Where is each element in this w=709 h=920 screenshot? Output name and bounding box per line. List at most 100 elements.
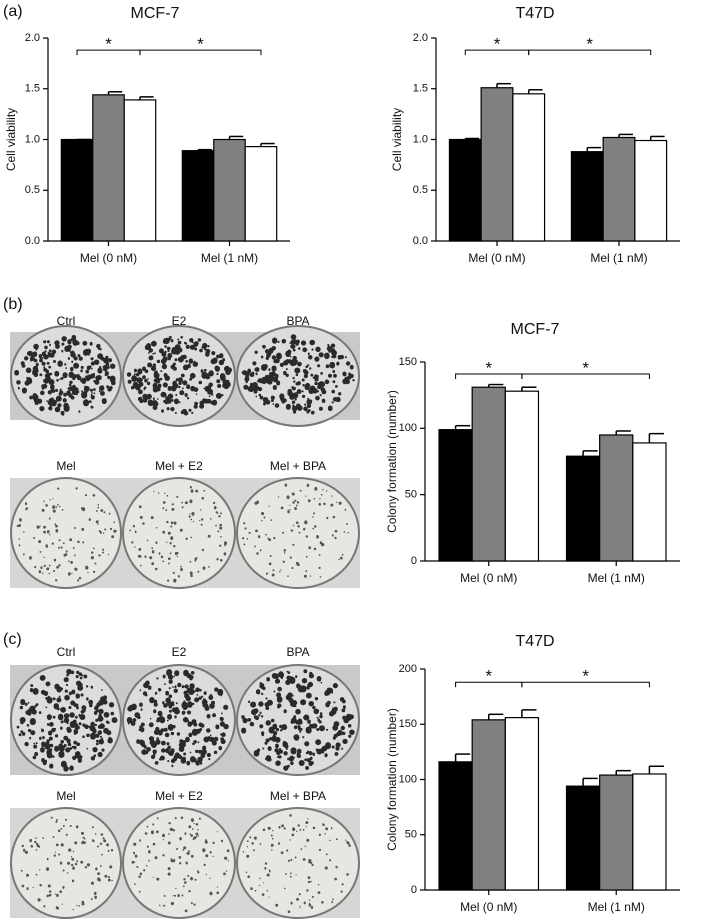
significance-mark: * <box>582 358 589 377</box>
x-tick-label: Mel (0 nM) <box>460 571 517 585</box>
bar <box>480 87 514 242</box>
bar <box>512 93 546 242</box>
y-tick-label: 1.0 <box>25 133 40 145</box>
y-tick-label: 1.0 <box>413 133 428 145</box>
significance-mark: * <box>586 35 593 54</box>
y-tick-label: 2.0 <box>25 32 40 44</box>
photo-label: Ctrl <box>57 314 76 328</box>
y-tick-label: 100 <box>399 773 417 785</box>
y-tick-label: 150 <box>399 718 417 730</box>
photo-label: E2 <box>172 314 187 328</box>
significance-bracket <box>528 49 652 56</box>
dish <box>122 807 236 919</box>
bar <box>123 99 157 242</box>
photo-label: Ctrl <box>57 645 76 659</box>
bar <box>570 151 604 242</box>
significance-mark: * <box>494 35 501 54</box>
bar <box>92 94 125 242</box>
bar <box>471 719 506 891</box>
photo-label: E2 <box>172 645 187 659</box>
y-tick-label: 1.5 <box>413 83 428 95</box>
photo-label: Mel + E2 <box>155 459 203 473</box>
colonies <box>126 669 229 768</box>
chart-title: MCF-7 <box>131 5 180 22</box>
y-tick-label: 0.0 <box>25 235 40 247</box>
y-tick-label: 0.5 <box>413 184 428 196</box>
bar <box>213 138 246 242</box>
chart-title: T47D <box>515 633 554 650</box>
photo-label: Mel + E2 <box>155 789 203 803</box>
y-axis-title: Colony formation (number) <box>385 390 399 533</box>
colonies <box>20 816 114 911</box>
bar <box>632 773 667 891</box>
bar <box>632 442 667 562</box>
y-tick-label: 2.0 <box>413 32 428 44</box>
bar <box>599 774 634 891</box>
bar <box>565 785 601 891</box>
significance-mark: * <box>105 35 112 54</box>
colonies <box>126 335 232 416</box>
photo-label: Mel <box>56 459 75 473</box>
y-tick-label: 1.5 <box>25 83 40 95</box>
dish <box>10 807 122 919</box>
significance-mark: * <box>485 667 492 686</box>
y-axis-title: Colony formation (number) <box>385 708 399 851</box>
chart-title: T47D <box>515 5 554 22</box>
bar <box>565 455 601 562</box>
significance-mark: * <box>197 35 204 54</box>
bar <box>504 390 540 562</box>
bar <box>504 717 540 891</box>
significance-bracket <box>139 49 262 56</box>
dish <box>122 477 236 589</box>
photo-label: Mel <box>56 789 75 803</box>
y-axis-title: Cell viability <box>4 108 18 171</box>
photo-label: BPA <box>286 645 309 659</box>
dish <box>122 664 236 776</box>
bar <box>599 434 634 562</box>
y-tick-label: 0.0 <box>413 235 428 247</box>
colonies <box>16 668 118 772</box>
bar <box>448 138 482 242</box>
significance-mark: * <box>485 358 492 377</box>
chart-title: MCF-7 <box>511 321 560 338</box>
x-tick-label: Mel (1 nM) <box>590 251 647 265</box>
y-tick-label: 100 <box>399 422 417 434</box>
bar <box>471 386 506 562</box>
colonies <box>241 334 355 415</box>
significance-bracket <box>521 373 650 379</box>
colonies <box>16 487 117 582</box>
colonies <box>131 816 230 913</box>
y-tick-label: 0 <box>411 555 417 567</box>
significance-bracket <box>521 681 650 688</box>
y-tick-label: 50 <box>405 489 417 501</box>
x-tick-label: Mel (0 nM) <box>460 900 517 914</box>
x-tick-label: Mel (0 nM) <box>468 251 525 265</box>
bar <box>438 429 473 562</box>
x-tick-label: Mel (0 nM) <box>80 251 137 265</box>
x-tick-label: Mel (1 nM) <box>588 571 645 585</box>
photo-label: BPA <box>286 314 309 328</box>
y-tick-label: 150 <box>399 356 417 368</box>
y-tick-label: 50 <box>405 829 417 841</box>
photo-label: Mel + BPA <box>270 459 326 473</box>
bar <box>60 138 94 242</box>
x-tick-label: Mel (1 nM) <box>201 251 258 265</box>
panel-label: (b) <box>3 296 23 313</box>
colonies <box>241 669 355 771</box>
significance-mark: * <box>582 667 589 686</box>
dish <box>236 477 360 589</box>
y-tick-label: 0.5 <box>25 184 40 196</box>
bar <box>602 136 636 242</box>
y-axis-title: Cell viability <box>390 108 404 171</box>
dish <box>236 807 360 919</box>
x-tick-label: Mel (1 nM) <box>588 900 645 914</box>
y-tick-label: 200 <box>399 663 417 675</box>
dish <box>10 477 122 589</box>
bar <box>244 146 278 242</box>
photo-label: Mel + BPA <box>270 789 326 803</box>
bar <box>634 139 668 242</box>
y-tick-label: 0 <box>411 884 417 896</box>
colonies <box>14 334 116 416</box>
panel-label: (a) <box>3 3 23 20</box>
